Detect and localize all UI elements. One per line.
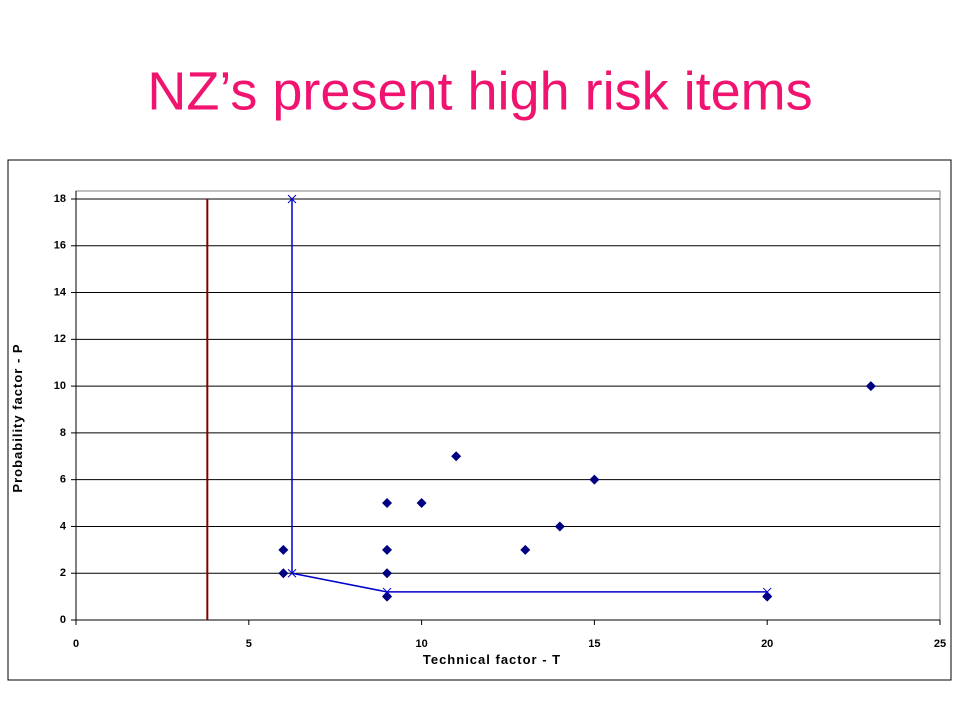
- series-line: [291, 199, 768, 593]
- x-tick-label: 25: [934, 638, 946, 650]
- x-tick-label: 20: [761, 638, 773, 650]
- y-tick-label: 16: [54, 240, 66, 252]
- point: [589, 474, 600, 485]
- point: [865, 381, 876, 392]
- slide-title: NZ’s present high risk items: [147, 61, 812, 121]
- y-tick-label: 18: [54, 193, 66, 205]
- y-axis-title: Probability factor - P: [10, 343, 25, 492]
- y-tick-label: 8: [60, 427, 66, 439]
- point: [382, 587, 392, 597]
- point: [278, 568, 289, 579]
- point: [382, 544, 393, 555]
- point: [554, 521, 565, 532]
- y-tick-label: 14: [54, 286, 67, 298]
- plot-area: [75, 190, 941, 621]
- point: [287, 194, 297, 204]
- x-tick-label: 15: [588, 638, 600, 650]
- point: [451, 451, 462, 462]
- point: [287, 568, 297, 578]
- x-tick-label: 0: [73, 638, 79, 650]
- point: [278, 544, 289, 555]
- point: [416, 498, 427, 509]
- x-axis-title: Technical factor - T: [423, 652, 561, 667]
- y-tick-label: 6: [60, 474, 66, 486]
- y-tick-label: 4: [60, 520, 67, 532]
- point: [762, 587, 772, 597]
- point: [520, 544, 531, 555]
- y-tick-label: 10: [54, 380, 66, 392]
- x-tick-label: 5: [246, 638, 252, 650]
- y-tick-label: 12: [54, 333, 66, 345]
- point: [382, 568, 393, 579]
- x-tick-label: 10: [415, 638, 427, 650]
- point: [382, 498, 393, 509]
- y-tick-label: 2: [60, 567, 66, 579]
- y-tick-label: 0: [60, 614, 66, 626]
